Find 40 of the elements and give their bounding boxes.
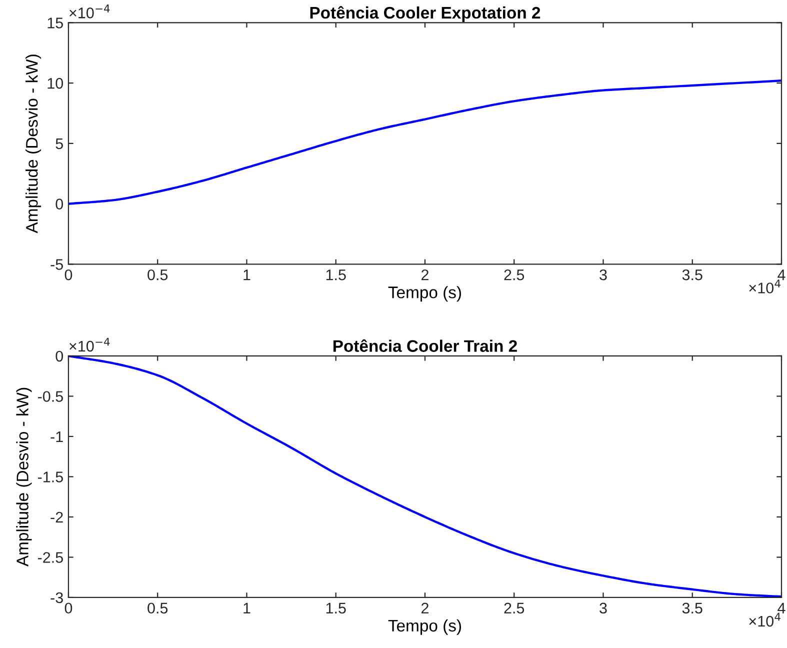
x-tick-label: 0.5 (148, 602, 168, 614)
text: ×10$^{−4}$ (70, 338, 110, 352)
text: ×10$^{−4}$ (70, 4, 110, 18)
x-axis-title: Tempo (s) (388, 619, 461, 635)
y-tick-label: -5 (50, 259, 63, 270)
y-tick-label: -2 (50, 512, 63, 522)
x-tick-label: 1.5 (326, 602, 346, 614)
y-tick-label: -3 (50, 592, 63, 604)
x-tick-label: 3 (600, 269, 607, 280)
x-tick-label: 0 (64, 269, 72, 280)
chart-title: Potência Cooler Expotation 2 (310, 6, 540, 22)
x-tick-label: 4 (778, 270, 786, 280)
x-tick-label: 2 (422, 269, 428, 280)
y-tick-label: 15 (48, 18, 63, 28)
y-tick-label: 5 (56, 138, 63, 150)
x-tick-label: 2.5 (504, 602, 524, 614)
x-tick-label: 2.5 (504, 269, 524, 280)
x-tick-label: 1.5 (326, 270, 346, 280)
x-tick-label: 1 (244, 270, 250, 280)
x-tick-label: 3.5 (682, 269, 702, 280)
x-tick-label: 3 (600, 602, 607, 614)
chart-title: Potência Cooler Train 2 (333, 339, 517, 352)
y-tick-label: -0.5 (38, 391, 63, 402)
x-tick-label: 2 (422, 602, 428, 614)
x-tick-label: 3.5 (682, 602, 702, 614)
y-tick-label: 10 (48, 78, 64, 89)
text: ×10$^{4}$ (749, 280, 780, 294)
y-axis-title: Amplitude (Desvio - kW) (26, 54, 42, 234)
x-axis-title: Tempo (s) (388, 286, 461, 302)
text: ×10$^{4}$ (749, 612, 780, 627)
x-tick-label: 1 (244, 602, 250, 614)
y-tick-label: -1.5 (38, 472, 63, 482)
y-tick-label: -1 (50, 431, 63, 442)
y-tick-label: 0 (56, 198, 64, 210)
y-axis-title: Amplitude (Desvio - kW) (16, 388, 32, 566)
x-tick-label: 0.5 (148, 269, 168, 280)
y-tick-label: 0 (56, 350, 64, 362)
y-tick-label: -2.5 (38, 552, 63, 563)
x-tick-label: 4 (778, 602, 786, 614)
x-tick-label: 0 (64, 602, 72, 614)
